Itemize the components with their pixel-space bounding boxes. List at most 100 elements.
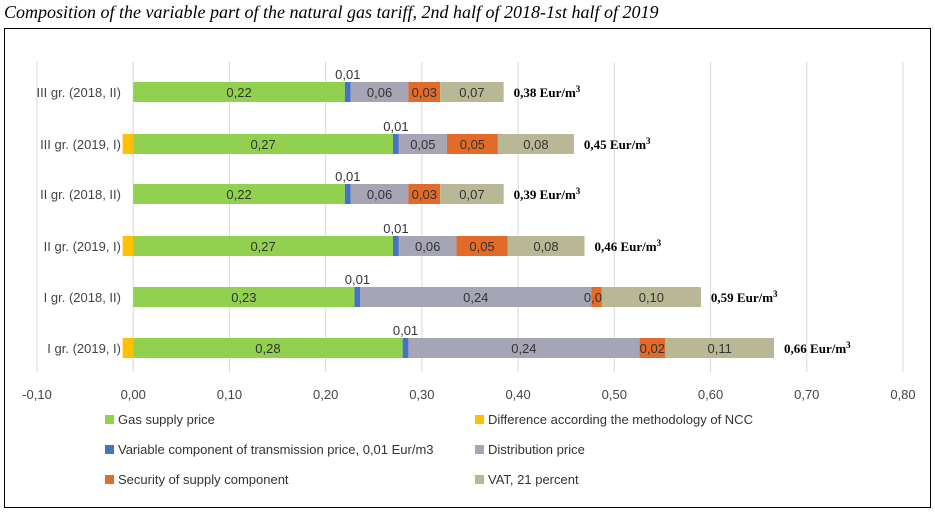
data-label: 0,22 — [226, 187, 251, 202]
x-tick-label: -0,10 — [22, 387, 52, 402]
legend-label: Security of supply component — [118, 472, 289, 487]
legend-swatch — [475, 445, 484, 454]
unit-superscript: 3 — [646, 136, 651, 146]
unit-superscript: 3 — [657, 238, 662, 248]
unit-superscript: 3 — [576, 186, 581, 196]
total-label: 0,45 Eur/m3 — [584, 136, 651, 152]
data-label: 0,05 — [460, 137, 485, 152]
bar-segment — [133, 338, 403, 358]
legend-swatch — [105, 475, 114, 484]
bar-segment — [350, 184, 409, 204]
legend-swatch — [475, 415, 484, 424]
data-label: 0,03 — [412, 187, 437, 202]
data-label: 0,01 — [335, 169, 360, 184]
category-label: I gr. (2019, I) — [47, 341, 121, 356]
bar-segment — [133, 287, 355, 307]
unit-superscript: 3 — [846, 340, 851, 350]
data-label: 0,06 — [415, 239, 440, 254]
bar-segment — [440, 184, 504, 204]
x-tick-label: 0,50 — [602, 387, 627, 402]
data-label: 0,01 — [383, 119, 408, 134]
legend-label: Distribution price — [488, 442, 585, 457]
bar-segment — [360, 287, 592, 307]
data-label: 0,02 — [640, 341, 665, 356]
bar-segment — [408, 82, 441, 102]
total-label: 0,46 Eur/m3 — [595, 238, 662, 254]
total-label: 0,38 Eur/m3 — [514, 84, 581, 100]
total-label: 0,66 Eur/m3 — [784, 340, 851, 356]
category-label: I gr. (2018, II) — [44, 290, 121, 305]
bar-segment — [398, 236, 457, 256]
bar-segment — [446, 134, 498, 154]
data-label: 0,08 — [533, 239, 558, 254]
category-label: II gr. (2019, I) — [44, 239, 121, 254]
bar-segment — [601, 287, 701, 307]
data-label: 0,23 — [231, 290, 256, 305]
total-label: 0,59 Eur/m3 — [711, 289, 778, 305]
data-label: 0,07 — [459, 85, 484, 100]
bar-segment — [344, 184, 351, 204]
data-label: 0,27 — [250, 137, 275, 152]
data-label: 0,01 — [335, 67, 360, 82]
category-label: II gr. (2018, II) — [40, 187, 121, 202]
data-label: 0,27 — [250, 239, 275, 254]
data-label: 0,24 — [511, 341, 536, 356]
bar-segment — [133, 82, 345, 102]
bar-segment — [122, 134, 134, 154]
legend-label: Difference according the methodology of … — [488, 412, 753, 427]
bar-segment — [133, 236, 394, 256]
legend-swatch — [105, 445, 114, 454]
bar-segment — [350, 82, 409, 102]
bar-segment — [440, 82, 504, 102]
bar-segment — [122, 338, 134, 358]
data-label: 0,06 — [367, 85, 392, 100]
data-label: 0,08 — [523, 137, 548, 152]
data-label: 0,03 — [412, 85, 437, 100]
bar-segment — [591, 287, 602, 307]
category-label: III gr. (2019, I) — [40, 137, 121, 152]
legend-label: Variable component of transmission price… — [118, 442, 434, 457]
bar-segment — [639, 338, 666, 358]
legend-label: VAT, 21 percent — [488, 472, 579, 487]
bar-segment — [408, 184, 441, 204]
x-tick-label: 0,30 — [409, 387, 434, 402]
x-tick-label: 0,10 — [217, 387, 242, 402]
data-label: 0,06 — [367, 187, 392, 202]
unit-superscript: 3 — [576, 84, 581, 94]
bar-segment — [133, 184, 345, 204]
total-label: 0,39 Eur/m3 — [514, 186, 581, 202]
chart-title: Composition of the variable part of the … — [4, 2, 659, 22]
data-label: 0,28 — [255, 341, 280, 356]
data-label: 0,05 — [410, 137, 435, 152]
x-tick-label: 0,80 — [890, 387, 915, 402]
x-tick-label: 0,00 — [121, 387, 146, 402]
bar-segment — [507, 236, 585, 256]
bar-segment — [665, 338, 775, 358]
data-label: 0,01 — [345, 272, 370, 287]
bar-segment — [456, 236, 508, 256]
bar-segment — [402, 338, 409, 358]
bar-segment — [398, 134, 447, 154]
data-label: 0,24 — [463, 290, 488, 305]
data-label: 0,10 — [639, 290, 664, 305]
legend-swatch — [105, 415, 114, 424]
data-label: 0,11 — [708, 341, 732, 356]
category-label: III gr. (2018, II) — [36, 85, 121, 100]
chart-frame — [4, 28, 931, 508]
bar-segment — [497, 134, 574, 154]
data-label: 0,22 — [226, 85, 251, 100]
legend-swatch — [475, 475, 484, 484]
bar-segment — [393, 134, 399, 154]
bar-segment — [122, 236, 134, 256]
bar-segment — [344, 82, 351, 102]
data-label: 0,05 — [469, 239, 494, 254]
x-tick-label: 0,20 — [313, 387, 338, 402]
data-label: 0,01 — [383, 221, 408, 236]
data-label: 0,07 — [459, 187, 484, 202]
bar-segment — [133, 134, 394, 154]
legend-label: Gas supply price — [118, 412, 215, 427]
bar-segment — [393, 236, 399, 256]
x-tick-label: 0,70 — [794, 387, 819, 402]
unit-superscript: 3 — [773, 289, 778, 299]
